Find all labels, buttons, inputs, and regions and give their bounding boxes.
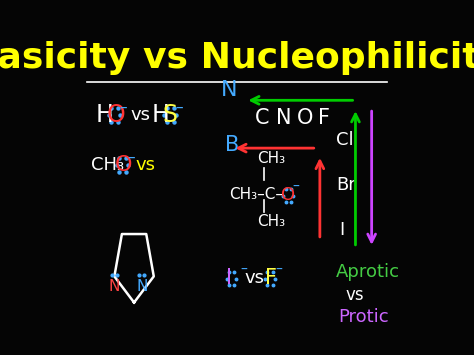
Text: –: – <box>240 263 247 277</box>
Text: O: O <box>115 155 132 175</box>
Text: H: H <box>95 103 113 127</box>
Text: O: O <box>297 108 314 128</box>
Text: N: N <box>276 108 292 128</box>
Text: vs: vs <box>130 106 150 124</box>
Text: F: F <box>318 108 330 128</box>
Text: S: S <box>163 103 178 127</box>
Text: Protic: Protic <box>338 308 389 327</box>
Text: –: – <box>175 100 182 115</box>
Text: C: C <box>255 108 270 128</box>
Text: CH₃: CH₃ <box>257 214 285 229</box>
Text: CH₃–C–: CH₃–C– <box>229 187 283 202</box>
Text: B: B <box>225 135 239 155</box>
Text: Cl: Cl <box>336 131 354 149</box>
Text: N: N <box>109 279 120 294</box>
Text: vs: vs <box>346 285 365 304</box>
Text: Basicity vs Nucleophilicity: Basicity vs Nucleophilicity <box>0 42 474 76</box>
Text: Br: Br <box>336 176 356 194</box>
Text: –: – <box>127 149 135 165</box>
Text: O: O <box>107 103 126 127</box>
Text: I: I <box>226 268 232 288</box>
Text: CH₃: CH₃ <box>91 156 125 174</box>
Text: –: – <box>275 263 282 277</box>
Text: H: H <box>152 103 169 127</box>
Text: CH₃: CH₃ <box>257 151 285 165</box>
Text: N: N <box>136 279 147 294</box>
Text: O: O <box>281 186 295 204</box>
Text: Aprotic: Aprotic <box>336 263 400 281</box>
Text: I: I <box>339 221 345 239</box>
Text: vs: vs <box>136 156 155 174</box>
Text: –: – <box>292 180 300 194</box>
Text: F: F <box>265 268 277 288</box>
Text: vs: vs <box>244 269 264 286</box>
Text: N: N <box>221 80 237 100</box>
Text: –: – <box>119 100 127 115</box>
